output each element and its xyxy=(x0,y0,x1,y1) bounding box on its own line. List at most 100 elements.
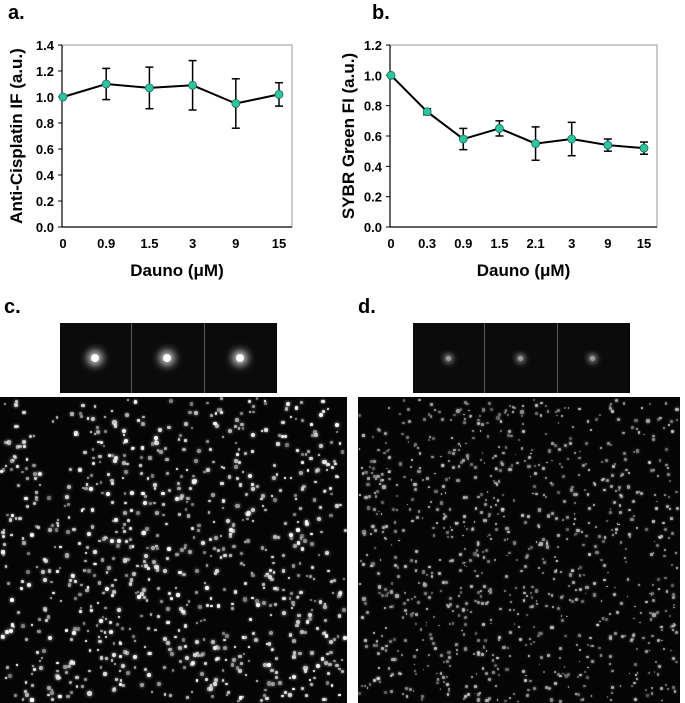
cell-spot xyxy=(385,537,388,540)
cell-spot xyxy=(327,672,331,676)
cell-spot xyxy=(505,667,509,672)
cell-spot xyxy=(401,432,404,436)
cell-spot xyxy=(195,568,200,573)
cell-spot xyxy=(56,570,60,574)
chart-a: 0.00.20.40.60.81.01.21.40 0.9 1.5 3 9 15Dauno… xyxy=(7,38,293,280)
cell-spot xyxy=(164,693,167,696)
cell-spot xyxy=(179,494,184,499)
cell-spot xyxy=(585,534,588,538)
cell-spot xyxy=(554,671,556,673)
cell-spot xyxy=(414,560,418,563)
cell-spot xyxy=(541,558,544,561)
cell-spot xyxy=(196,528,200,532)
cell-spot xyxy=(504,446,508,449)
cell-spot xyxy=(607,442,611,446)
cell-spot xyxy=(137,594,142,599)
cell-spot xyxy=(377,676,380,680)
cell-spot xyxy=(196,651,200,655)
cell-spot xyxy=(65,530,70,535)
y-tick-label: 0.0 xyxy=(36,220,54,235)
cell-spot xyxy=(670,564,673,567)
cell-spot xyxy=(377,571,381,576)
cell-spot xyxy=(234,425,237,428)
cell-spot xyxy=(652,438,655,441)
cell-spot xyxy=(132,635,136,639)
cell-spot xyxy=(618,511,623,515)
cell-spot xyxy=(296,596,299,599)
cell-spot xyxy=(592,504,596,507)
y-tick-label: 0.6 xyxy=(36,142,54,157)
cell-spot xyxy=(86,568,91,573)
cell-spot xyxy=(631,637,634,641)
cell-spot xyxy=(393,637,397,641)
cell-spot xyxy=(140,614,144,618)
cell-spot xyxy=(461,534,464,537)
cell-spot xyxy=(582,574,585,577)
cell-spot xyxy=(393,658,397,661)
cell-spot xyxy=(374,491,377,494)
cell-spot xyxy=(380,513,383,515)
cell-spot xyxy=(506,537,509,540)
cell-spot xyxy=(338,668,341,671)
cell-spot xyxy=(675,507,679,511)
cell-spot xyxy=(237,460,241,465)
cell-spot xyxy=(180,475,183,478)
cell-spot xyxy=(522,599,526,602)
cell-spot xyxy=(527,515,530,518)
cell-spot xyxy=(292,655,296,659)
cell-spot xyxy=(476,421,480,426)
cell-spot xyxy=(159,450,163,455)
cell-spot xyxy=(183,666,187,670)
cell-spot xyxy=(140,592,144,596)
cell-spot xyxy=(551,442,554,445)
cell-spot xyxy=(309,679,312,682)
cell-spot xyxy=(246,511,251,516)
cell-spot xyxy=(634,605,637,608)
cell-spot xyxy=(33,476,37,480)
cell-spot xyxy=(116,543,121,548)
cell-spot xyxy=(593,482,597,486)
cell-spot xyxy=(288,532,293,537)
cell-spot xyxy=(150,442,155,446)
cell-spot xyxy=(328,486,332,490)
cell-spot xyxy=(300,533,305,538)
cell-spot xyxy=(626,578,630,581)
cell-spot xyxy=(288,676,292,679)
cell-spot xyxy=(651,592,655,596)
thumbnail-spot xyxy=(590,355,596,361)
cell-spot xyxy=(396,509,399,512)
cell-spot xyxy=(635,490,639,494)
cell-spot xyxy=(570,569,574,573)
cell-spot xyxy=(126,462,129,466)
cell-spot xyxy=(285,442,290,447)
cell-spot xyxy=(193,480,197,484)
cell-spot xyxy=(675,408,679,412)
cell-spot xyxy=(232,658,237,663)
cell-spot xyxy=(521,430,525,434)
cell-spot xyxy=(43,558,49,563)
cell-spot xyxy=(8,674,12,679)
cell-spot xyxy=(129,578,134,582)
cell-spot xyxy=(260,498,263,501)
cell-spot xyxy=(485,649,488,652)
cell-spot xyxy=(462,459,465,462)
cell-spot xyxy=(378,591,381,595)
cell-spot xyxy=(510,434,513,438)
cell-spot xyxy=(448,656,452,660)
cell-spot xyxy=(212,520,216,523)
cell-spot xyxy=(213,547,216,550)
cell-spot xyxy=(582,543,586,547)
cell-spot xyxy=(104,429,108,433)
cell-spot xyxy=(2,528,6,532)
cell-spot xyxy=(183,547,186,550)
cell-spot xyxy=(381,526,385,530)
cell-spot xyxy=(425,624,428,627)
cell-spot xyxy=(670,517,673,520)
cell-spot xyxy=(21,540,26,545)
cell-spot xyxy=(619,685,622,687)
cell-spot xyxy=(89,605,93,608)
cell-spot xyxy=(35,491,38,494)
cell-spot xyxy=(660,535,663,538)
cell-spot xyxy=(244,674,248,677)
cell-spot xyxy=(385,449,389,453)
